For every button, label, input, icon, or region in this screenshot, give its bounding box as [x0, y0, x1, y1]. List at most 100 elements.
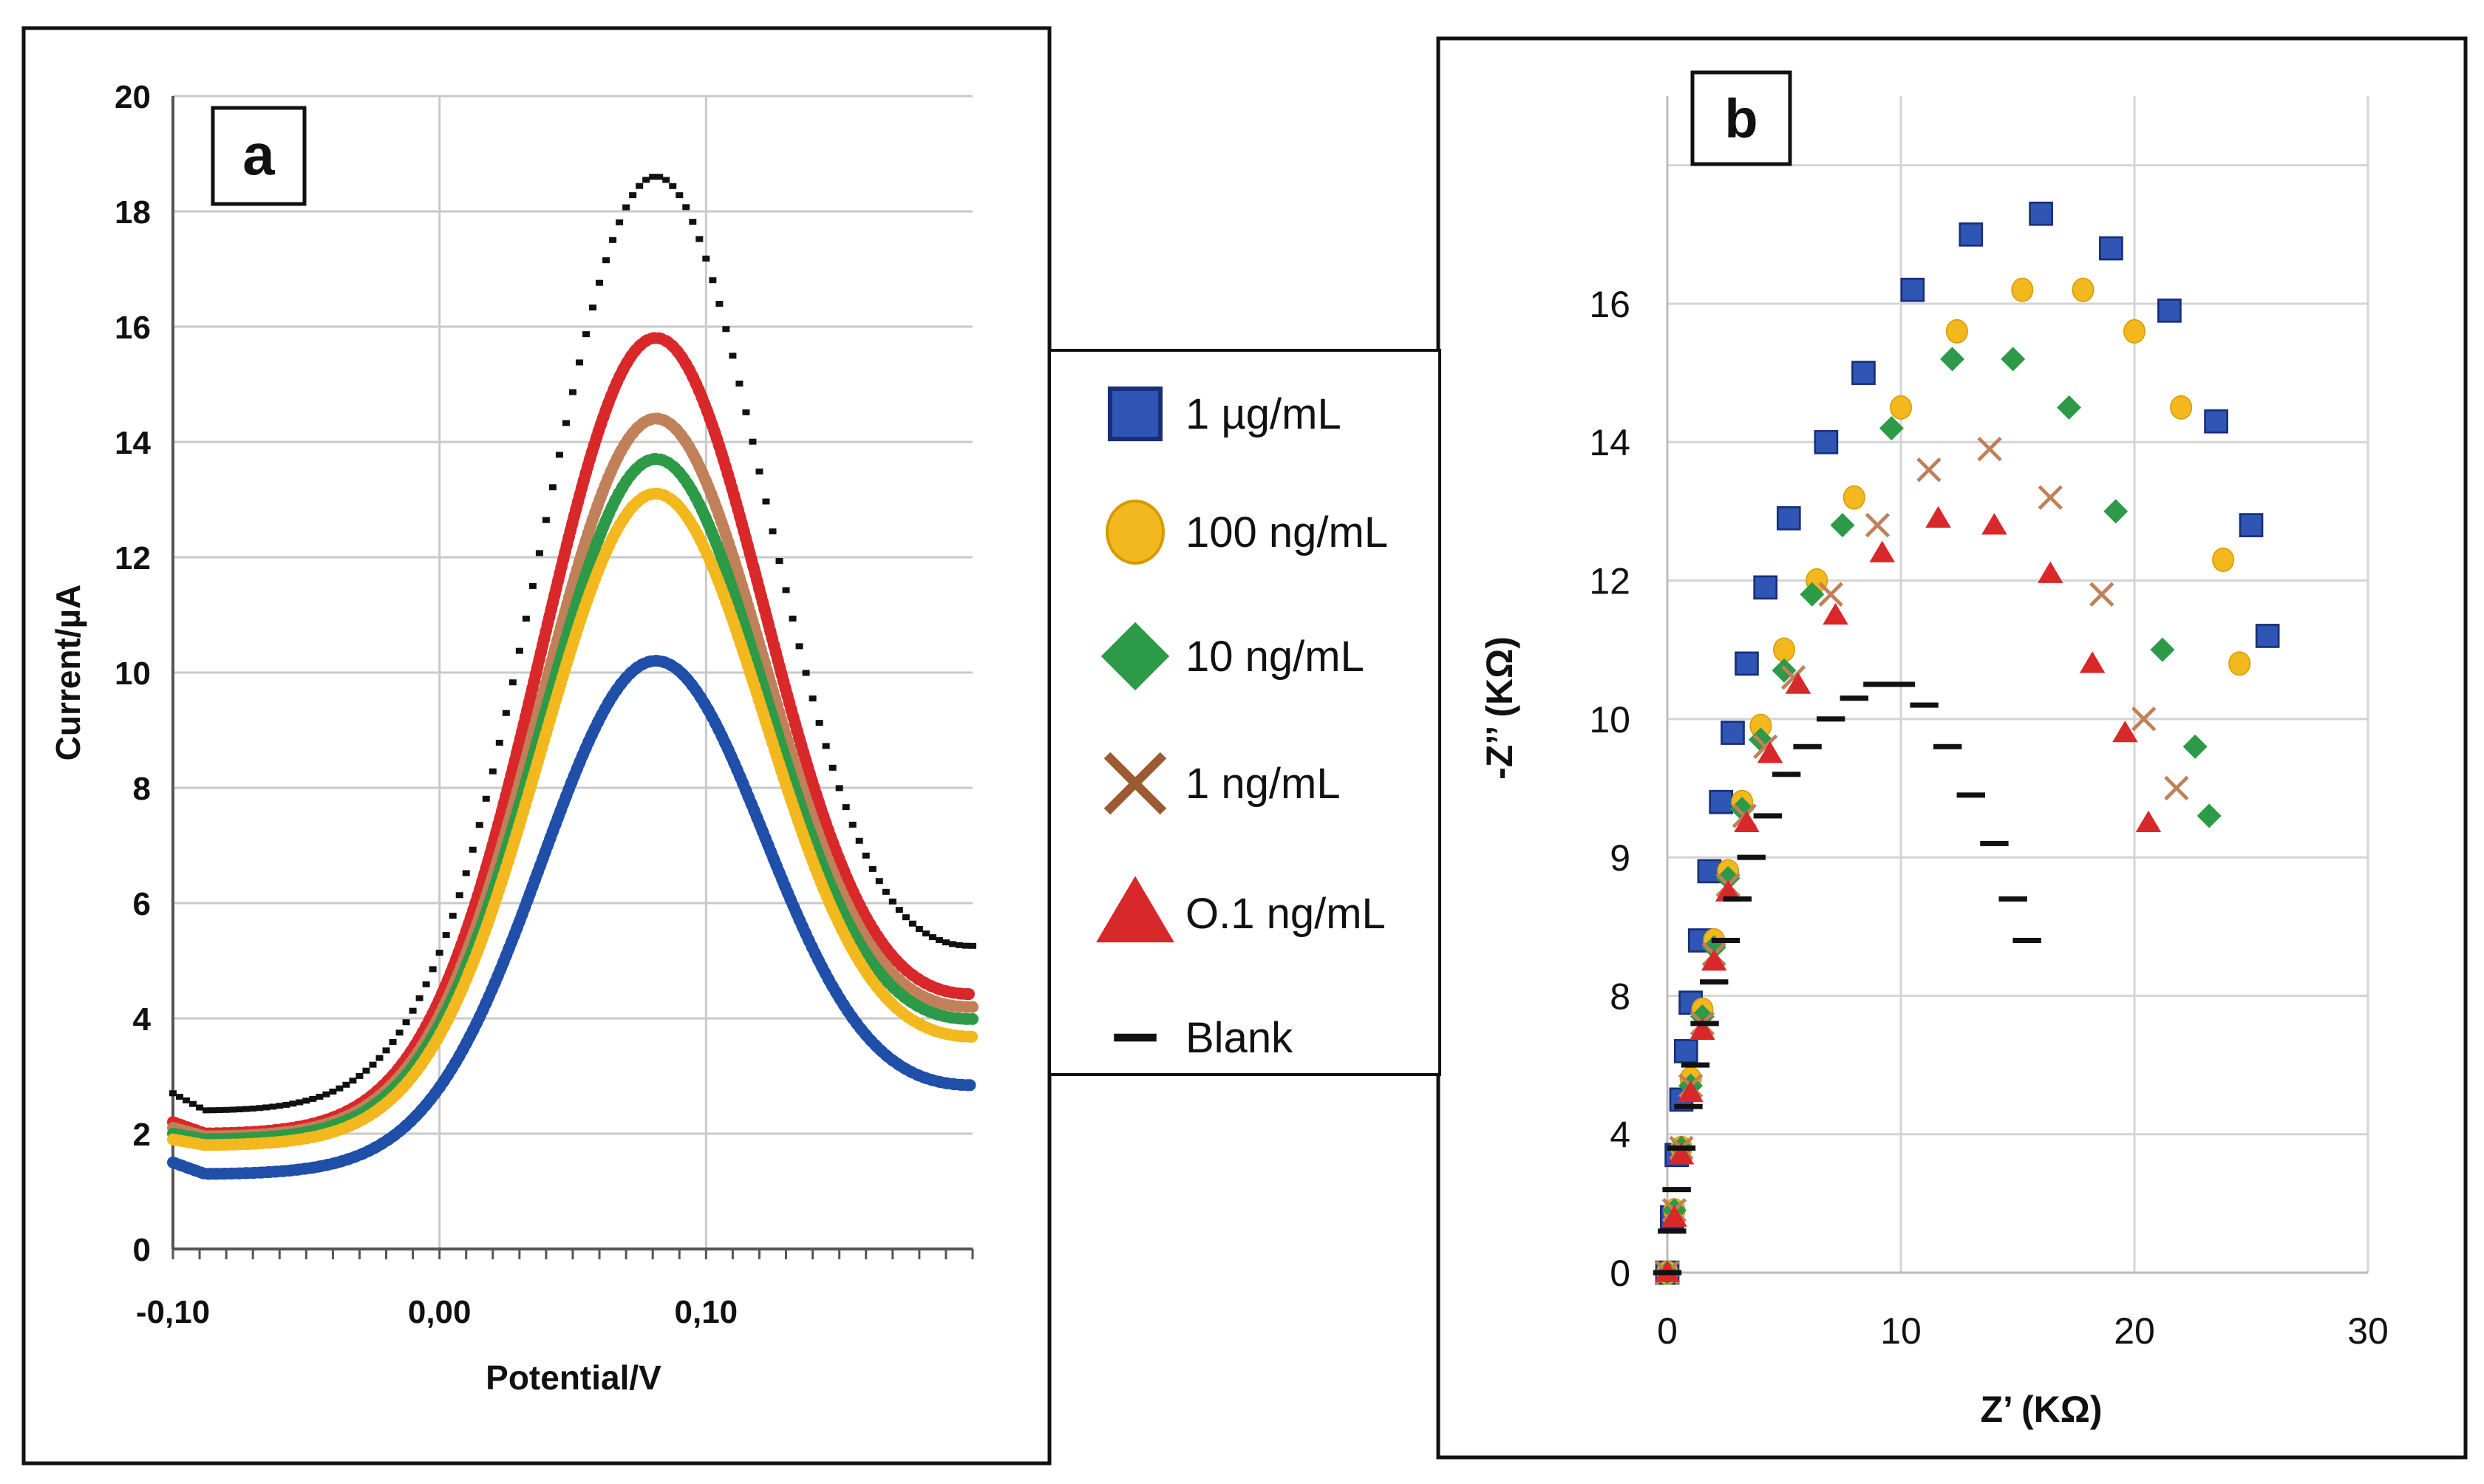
panel-b-point	[2012, 937, 2041, 944]
panel-a-blank-point	[222, 1106, 231, 1113]
panel-b-point	[2038, 485, 2063, 510]
panel-a-blank-point	[329, 1089, 337, 1095]
panel-b-point	[2011, 277, 2034, 302]
legend-diamond-icon	[1100, 622, 1170, 691]
panel-a-blank-point	[955, 942, 963, 948]
panel-a-blank-point	[689, 219, 697, 225]
panel-b-point	[1981, 513, 2007, 535]
panel-b-point	[2204, 409, 2228, 434]
panel-b-point	[1734, 810, 1760, 833]
panel-a-blank-point	[562, 420, 570, 426]
panel-b-point	[1890, 395, 1912, 420]
panel-b-point	[1886, 681, 1916, 687]
panel-a-blank-point	[835, 785, 843, 792]
panel-a-blank-point	[402, 1019, 410, 1026]
panel-b-point	[1863, 681, 1892, 687]
panel-b-point	[1823, 602, 1848, 625]
panel-a-blank-point	[609, 236, 617, 243]
panel-b-point	[1653, 1270, 1682, 1276]
panel-b-axes	[1666, 96, 2368, 1274]
panel-a-blank-point	[203, 1107, 211, 1114]
panel-a-axes	[171, 96, 974, 1259]
panel-b-point	[1667, 1145, 1696, 1151]
panel-b-point	[1793, 743, 1822, 749]
panel-b-point	[2057, 395, 2082, 420]
panel-a-blank-point	[502, 709, 510, 716]
panel-a-blank-point	[216, 1107, 224, 1114]
panel-b-point	[1673, 1038, 1698, 1063]
panel-a-blank-point	[662, 177, 670, 183]
panel-a-blank-point	[862, 852, 870, 859]
panel-a-blank-point	[596, 279, 604, 286]
panel-a-blank-point	[769, 528, 777, 534]
panel-b-point	[1658, 1228, 1687, 1234]
panel-b-point	[1851, 361, 1876, 385]
panel-a-blank-point	[375, 1055, 384, 1061]
panel-b-point	[1701, 949, 1727, 971]
panel-b-ytick-label: 10	[1589, 699, 1630, 741]
legend-label: O.1 ng/mL	[1185, 890, 1386, 938]
panel-b-ylabel: -Z’’ (KΩ)	[1479, 636, 1520, 780]
panel-a-blank-point	[855, 837, 863, 844]
panel-b-point	[1925, 506, 1951, 528]
panel-b-point	[1715, 865, 1740, 891]
panel-a-blank-point	[795, 643, 803, 650]
panel-b-point	[1735, 651, 1759, 676]
legend-cross-icon	[1103, 752, 1167, 815]
panel-a-xtick-label: 0,00	[408, 1294, 472, 1330]
panel-a-ytick-label: 10	[115, 656, 151, 692]
panel-a-blank-point	[508, 679, 517, 686]
panel-a-ytick-label: 18	[115, 194, 151, 231]
panel-a-blank-point	[249, 1105, 257, 1112]
panel-b-ytick-label: 14	[1589, 422, 1630, 463]
panel-a-blank-point	[209, 1107, 217, 1114]
panel-a-blank-point	[882, 888, 890, 895]
panel-a-blank-point	[815, 720, 823, 726]
panel-a-blank-point	[349, 1078, 357, 1084]
panel-b-point	[2029, 201, 2053, 226]
panel-a-blank-point	[962, 942, 970, 949]
panel-b-point	[1753, 575, 1778, 600]
panel-a-blank-point	[555, 452, 563, 458]
panel-b-point	[2228, 651, 2251, 676]
panel-b-point	[1690, 1021, 1719, 1027]
panel-a-blank-point	[469, 846, 477, 853]
panel-a-blank-point	[482, 795, 490, 802]
panel-b-ytick-label: 4	[1610, 1114, 1630, 1156]
panel-a-blank-point	[409, 1007, 417, 1014]
legend-label: 100 ng/mL	[1185, 508, 1388, 556]
legend-frame	[1048, 349, 1441, 1076]
panel-b-point	[1661, 1205, 1687, 1227]
panel-a-blank-point	[928, 934, 936, 941]
panel-a-blank-point	[636, 183, 644, 189]
panel-b-point	[2001, 347, 2026, 372]
panel-a-blank-point	[229, 1106, 237, 1113]
legend: 1 µg/mL 100 ng/mL 10 ng/mL 1 ng/mL O.1 ng/mL…	[1096, 386, 1388, 1062]
panel-a-blank-point	[489, 768, 497, 775]
panel-a-blank-point	[749, 438, 757, 445]
panel-b-point	[1773, 637, 1795, 662]
panel-a-label: a	[242, 122, 275, 187]
panel-b-point	[1840, 695, 1868, 701]
panel-a-blank-point	[622, 204, 630, 211]
panel-a-blank-point	[942, 939, 950, 946]
panel-a-blank-point	[256, 1105, 264, 1112]
panel-a-blank-point	[755, 468, 763, 474]
panel-b-point	[1814, 429, 1839, 455]
panel-a-ytick-label: 16	[115, 310, 151, 346]
panel-a-blank-point	[629, 192, 637, 199]
panel-b-point	[2164, 775, 2189, 801]
panel-b-point	[2037, 561, 2063, 583]
panel-a-blank-point	[389, 1038, 397, 1045]
panel-a-blank-point	[589, 304, 597, 311]
panel-a-series-line-core	[172, 489, 973, 1149]
panel-a-ytick-label: 4	[133, 1001, 152, 1038]
panel-a-ytick-label: 14	[115, 425, 151, 461]
panel-b-point	[1674, 1103, 1703, 1109]
legend-circle-icon	[1106, 500, 1165, 565]
legend-dash-icon	[1114, 1033, 1157, 1042]
panel-a-blank-point	[762, 498, 770, 505]
panel-b-point	[1757, 741, 1783, 763]
panel-a-blank-point	[455, 892, 463, 899]
